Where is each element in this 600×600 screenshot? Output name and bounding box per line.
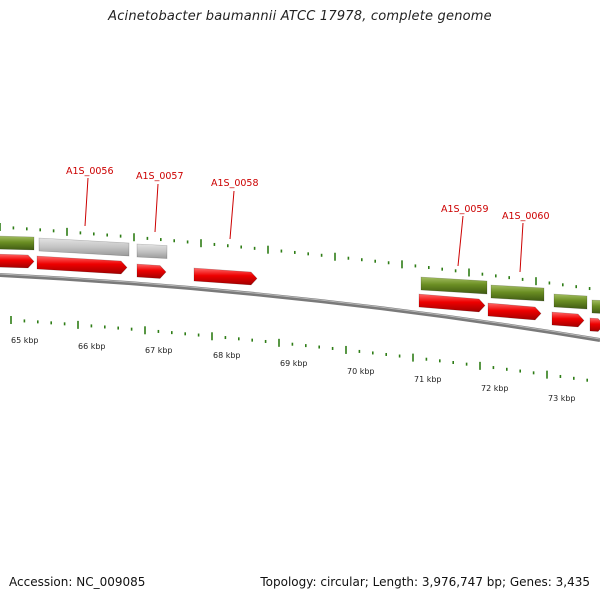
genome-backbone: [0, 273, 600, 342]
kbp-label: 70 kbp: [347, 367, 375, 376]
cds-feature[interactable]: [487, 302, 542, 321]
kbp-scale: 65 kbp 66 kbp 67 kbp 68 kbp 69 kbp 70 kb…: [11, 336, 576, 403]
genome-stats: Topology: circular; Length: 3,976,747 bp…: [260, 575, 590, 589]
inner-tick-marks: [10, 316, 589, 382]
label-leader: [229, 190, 235, 240]
kbp-label: 68 kbp: [213, 351, 241, 360]
pseudo-gene-feature[interactable]: [136, 243, 168, 259]
accession-info: Accession: NC_009085: [9, 575, 145, 589]
gene-feature[interactable]: [0, 235, 35, 251]
kbp-label: 72 kbp: [481, 384, 509, 393]
accession-label: Accession:: [9, 575, 73, 589]
genome-backbone-highlight: [0, 273, 600, 340]
label-leader: [84, 177, 89, 227]
outer-tick-marks: [0, 223, 591, 291]
cds-feature[interactable]: [36, 255, 128, 275]
gene-labels[interactable]: A1S_0056 A1S_0057 A1S_0058 A1S_0059 A1S_…: [66, 166, 550, 273]
kbp-label: 73 kbp: [548, 394, 576, 403]
cds-feature[interactable]: [589, 317, 600, 332]
accession-number: NC_009085: [76, 575, 146, 589]
label-leader: [154, 183, 159, 233]
gene-feature[interactable]: [553, 293, 588, 310]
kbp-label: 65 kbp: [11, 336, 39, 345]
gene-label-a1s-0057[interactable]: A1S_0057: [136, 171, 184, 182]
cds-feature[interactable]: [193, 267, 258, 286]
genome-title: Acinetobacter baumannii ATCC 17978, comp…: [108, 9, 492, 24]
pseudo-gene-feature[interactable]: [38, 237, 130, 257]
label-leader: [457, 215, 464, 267]
gene-label-a1s-0060[interactable]: A1S_0060: [502, 211, 550, 222]
gene-label-a1s-0059[interactable]: A1S_0059: [441, 204, 489, 215]
gene-label-a1s-0056[interactable]: A1S_0056: [66, 166, 114, 177]
gene-feature[interactable]: [420, 276, 488, 295]
kbp-label: 67 kbp: [145, 346, 173, 355]
cds-feature[interactable]: [0, 253, 35, 269]
cds-feature[interactable]: [136, 263, 167, 279]
gene-track[interactable]: [0, 235, 600, 332]
kbp-label: 66 kbp: [78, 342, 106, 351]
kbp-label: 69 kbp: [280, 359, 308, 368]
cds-feature[interactable]: [551, 311, 585, 328]
gene-feature[interactable]: [591, 299, 600, 314]
gene-feature[interactable]: [490, 284, 545, 302]
kbp-label: 71 kbp: [414, 375, 442, 384]
label-leader: [519, 222, 524, 273]
cds-feature[interactable]: [418, 293, 486, 313]
gene-label-a1s-0058[interactable]: A1S_0058: [211, 178, 259, 189]
